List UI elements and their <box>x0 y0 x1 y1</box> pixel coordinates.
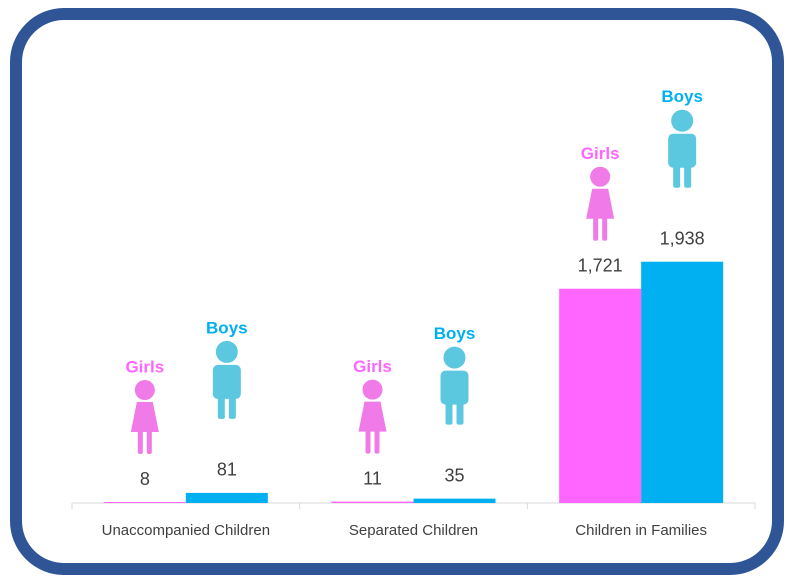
value-label: 11 <box>363 468 382 488</box>
bar <box>103 502 186 504</box>
x-tick-label: Unaccompanied Children <box>102 522 270 539</box>
icon-leg <box>445 400 453 425</box>
series-name: Boys <box>434 324 476 343</box>
icon-head <box>362 379 383 400</box>
value-label: 1,938 <box>660 228 705 248</box>
icon-body <box>668 133 697 168</box>
series-name: Boys <box>206 318 248 337</box>
icon-head <box>671 109 694 132</box>
girl-icon <box>358 379 387 454</box>
value-label: 1,721 <box>578 255 623 275</box>
value-label: 81 <box>217 460 237 480</box>
icon-leg <box>673 163 681 188</box>
icon-dress <box>586 188 615 219</box>
icon-leg <box>593 216 599 241</box>
icon-body <box>440 370 469 405</box>
icon-leg <box>137 430 143 455</box>
boy-icon <box>440 346 469 425</box>
icon-leg <box>146 430 152 455</box>
series-name: Girls <box>353 357 392 376</box>
icon-leg <box>684 163 692 188</box>
girl-icon <box>130 380 159 455</box>
icon-head <box>590 166 611 187</box>
icon-dress <box>130 402 159 433</box>
icon-body <box>212 364 241 399</box>
series-name: Boys <box>661 87 703 106</box>
icon-head <box>443 346 466 369</box>
boy-icon <box>212 340 241 419</box>
bar <box>641 261 724 503</box>
icon-leg <box>602 216 608 241</box>
bar <box>331 501 414 503</box>
series-name: Girls <box>581 144 620 163</box>
boy-icon <box>668 109 697 188</box>
icon-leg <box>228 394 236 419</box>
value-label: 8 <box>140 469 150 489</box>
bar <box>185 492 268 503</box>
icon-leg <box>456 400 464 425</box>
icon-head <box>134 380 155 401</box>
bar <box>413 498 496 503</box>
x-tick-label: Separated Children <box>349 522 478 539</box>
icon-dress <box>358 401 387 432</box>
icon-leg <box>365 429 371 454</box>
value-label: 35 <box>444 465 464 485</box>
icon-leg <box>217 394 225 419</box>
girl-icon <box>586 166 615 241</box>
bar <box>559 288 642 503</box>
x-tick-label: Children in Families <box>575 522 707 539</box>
icon-leg <box>374 429 380 454</box>
icon-head <box>215 340 238 363</box>
series-name: Girls <box>125 357 164 376</box>
